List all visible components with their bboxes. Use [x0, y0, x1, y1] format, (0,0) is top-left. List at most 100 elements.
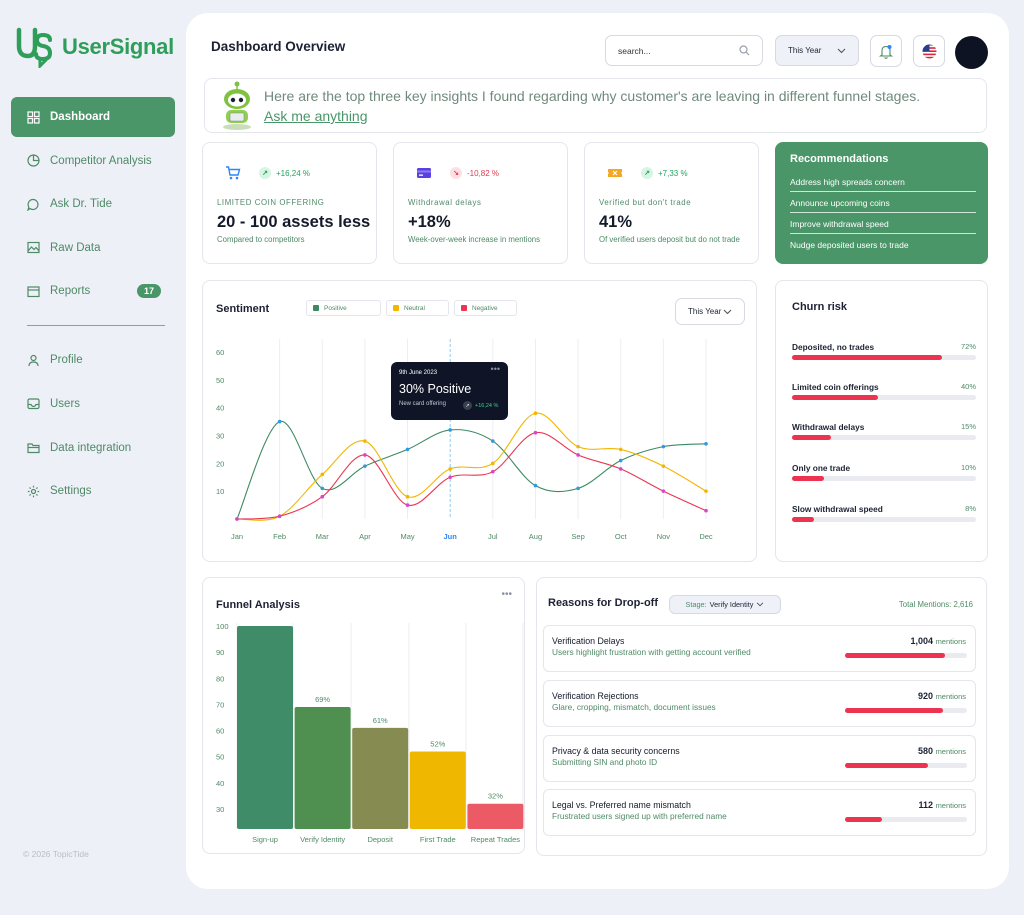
reason-bar-fill	[845, 763, 928, 768]
data-point-negative	[533, 430, 538, 435]
reason-bar-track	[845, 653, 967, 658]
kpi-card-withdrawal-delays[interactable]: ↘ -10,82 % Withdrawal delays +18% Week-o…	[393, 142, 568, 264]
data-point-positive	[576, 486, 580, 491]
churn-bar-fill	[792, 355, 942, 360]
churn-percent: 10%	[960, 463, 976, 472]
tooltip-title: 30% Positive	[399, 382, 472, 396]
sidebar-item-reports[interactable]: Reports 17	[11, 271, 175, 311]
x-tick-label: Feb	[273, 532, 286, 541]
data-point-negative	[618, 467, 623, 471]
sidebar-item-raw-data[interactable]: Raw Data	[11, 228, 175, 268]
copyright: © 2026 TopicTide	[23, 849, 89, 859]
sidebar-item-dashboard[interactable]: Dashboard	[11, 97, 175, 137]
data-point-neutral	[405, 494, 410, 499]
mentions-word: mentions	[935, 637, 966, 646]
reason-row[interactable]: Legal vs. Preferred name mismatch Frustra…	[543, 789, 976, 836]
y-tick-label: 80	[216, 674, 224, 683]
sidebar-item-label: Ask Dr. Tide	[50, 198, 112, 211]
period-value: This Year	[688, 307, 722, 316]
kpi-value: 20 - 100 assets less	[217, 213, 371, 231]
search-placeholder: search...	[618, 45, 651, 56]
y-tick-label: 50	[216, 376, 224, 385]
bar-value-label: 32%	[488, 792, 503, 801]
reason-row[interactable]: Privacy & data security concerns Submitti…	[543, 735, 976, 782]
reason-title: Legal vs. Preferred name mismatch	[552, 800, 691, 810]
recommendation-item[interactable]: Improve withdrawal speed	[790, 219, 976, 234]
gear-icon	[27, 485, 40, 497]
recommendation-item[interactable]: Nudge deposited users to trade	[790, 240, 909, 250]
churn-percent: 15%	[960, 422, 976, 431]
sidebar-item-data-integration[interactable]: Data integration	[11, 428, 175, 468]
grid-icon	[27, 110, 40, 124]
notifications-button[interactable]	[870, 35, 902, 67]
sidebar-item-ask-dr-tide[interactable]: Ask Dr. Tide	[11, 184, 175, 224]
more-dots-icon[interactable]: •••	[490, 364, 500, 374]
x-tick-label: Repeat Trades	[471, 835, 520, 844]
reasons-title: Reasons for Drop-off	[548, 597, 658, 609]
churn-bar-track	[792, 476, 976, 481]
legend-label: Neutral	[404, 304, 425, 312]
churn-row[interactable]: Deposited, no trades 72%	[792, 342, 976, 360]
churn-row[interactable]: Only one trade 10%	[792, 463, 976, 481]
x-tick-label: Jan	[231, 532, 243, 541]
churn-label: Only one trade	[792, 463, 851, 473]
sidebar-item-profile[interactable]: Profile	[11, 340, 175, 380]
churn-percent: 40%	[960, 382, 976, 391]
churn-row[interactable]: Slow withdrawal speed 8%	[792, 504, 976, 522]
churn-row[interactable]: Withdrawal delays 15%	[792, 422, 976, 440]
kpi-card-limited-coin[interactable]: ↗ +16,24 % LIMITED COIN OFFERING 20 - 10…	[202, 142, 377, 264]
ask-me-anything-link[interactable]: Ask me anything	[264, 108, 368, 124]
tooltip-subtitle: New card offering	[399, 401, 446, 407]
funnel-title: Funnel Analysis	[216, 599, 300, 611]
sidebar-item-label: Dashboard	[50, 111, 111, 123]
data-point-neutral	[363, 439, 367, 443]
sidebar-item-settings[interactable]: Settings	[11, 471, 175, 511]
period-select[interactable]: This Year	[775, 35, 859, 66]
language-button[interactable]	[913, 35, 945, 67]
avatar[interactable]	[955, 36, 988, 69]
data-point-neutral	[448, 467, 452, 471]
reason-row[interactable]: Verification Delays Users highlight frust…	[543, 625, 976, 672]
usersignal-logo-icon	[16, 27, 53, 68]
search-icon	[739, 45, 750, 56]
reason-bar-fill	[845, 817, 882, 822]
mentions-word: mentions	[935, 747, 966, 756]
stage-select[interactable]: Stage: Verify Identity	[669, 595, 781, 614]
sidebar-item-users[interactable]: Users	[11, 384, 175, 424]
arrow-up-right-icon: ↗	[463, 401, 472, 410]
reason-bar-fill	[845, 708, 943, 713]
kpi-value: +18%	[408, 213, 451, 231]
kpi-card-verified-no-trade[interactable]: ↗ +7,33 % Verified but don't trade 41% O…	[584, 142, 759, 264]
churn-bar-track	[792, 517, 976, 522]
recommendation-item[interactable]: Announce upcoming coins	[790, 198, 976, 213]
y-tick-label: 40	[216, 404, 224, 413]
reason-subtitle: Frustrated users signed up with preferre…	[552, 811, 727, 821]
legend-positive[interactable]: Positive	[306, 300, 381, 316]
funnel-bar-chart: 30 40 50 60 70 80 90 100 Sign-up 69% Verify Identi…	[216, 622, 524, 844]
funnel-bar	[352, 727, 409, 829]
reason-count-value: 112	[918, 800, 934, 810]
reason-bar-track	[845, 817, 967, 822]
bell-icon	[879, 44, 893, 59]
recommendation-item[interactable]: Address high spreads concern	[790, 177, 976, 192]
search-input[interactable]: search...	[605, 35, 763, 66]
legend-negative[interactable]: Negative	[454, 300, 517, 316]
data-point-neutral	[704, 489, 708, 493]
data-point-negative	[320, 494, 325, 499]
data-point-neutral	[533, 411, 538, 416]
reason-count-value: 920	[918, 691, 934, 701]
main-panel: Dashboard Overview search... This Year	[186, 13, 1009, 889]
sentiment-period-select[interactable]: This Year	[675, 298, 745, 325]
churn-bar-track	[792, 435, 976, 440]
kpi-value: 41%	[599, 213, 633, 231]
logo[interactable]: UserSignal	[16, 26, 174, 68]
legend-neutral[interactable]: Neutral	[386, 300, 449, 316]
more-dots-icon[interactable]: •••	[501, 589, 512, 600]
reason-row[interactable]: Verification Rejections Glare, cropping, …	[543, 680, 976, 727]
kpi-change-value: +7,33 %	[658, 168, 688, 178]
stage-value: Verify Identity	[709, 600, 754, 609]
churn-row[interactable]: Limited coin offerings 40%	[792, 382, 976, 400]
x-tick-label: Nov	[657, 532, 671, 541]
tooltip-change: ↗ +16,24 %	[463, 401, 498, 410]
sidebar-item-competitor-analysis[interactable]: Competitor Analysis	[11, 141, 175, 181]
